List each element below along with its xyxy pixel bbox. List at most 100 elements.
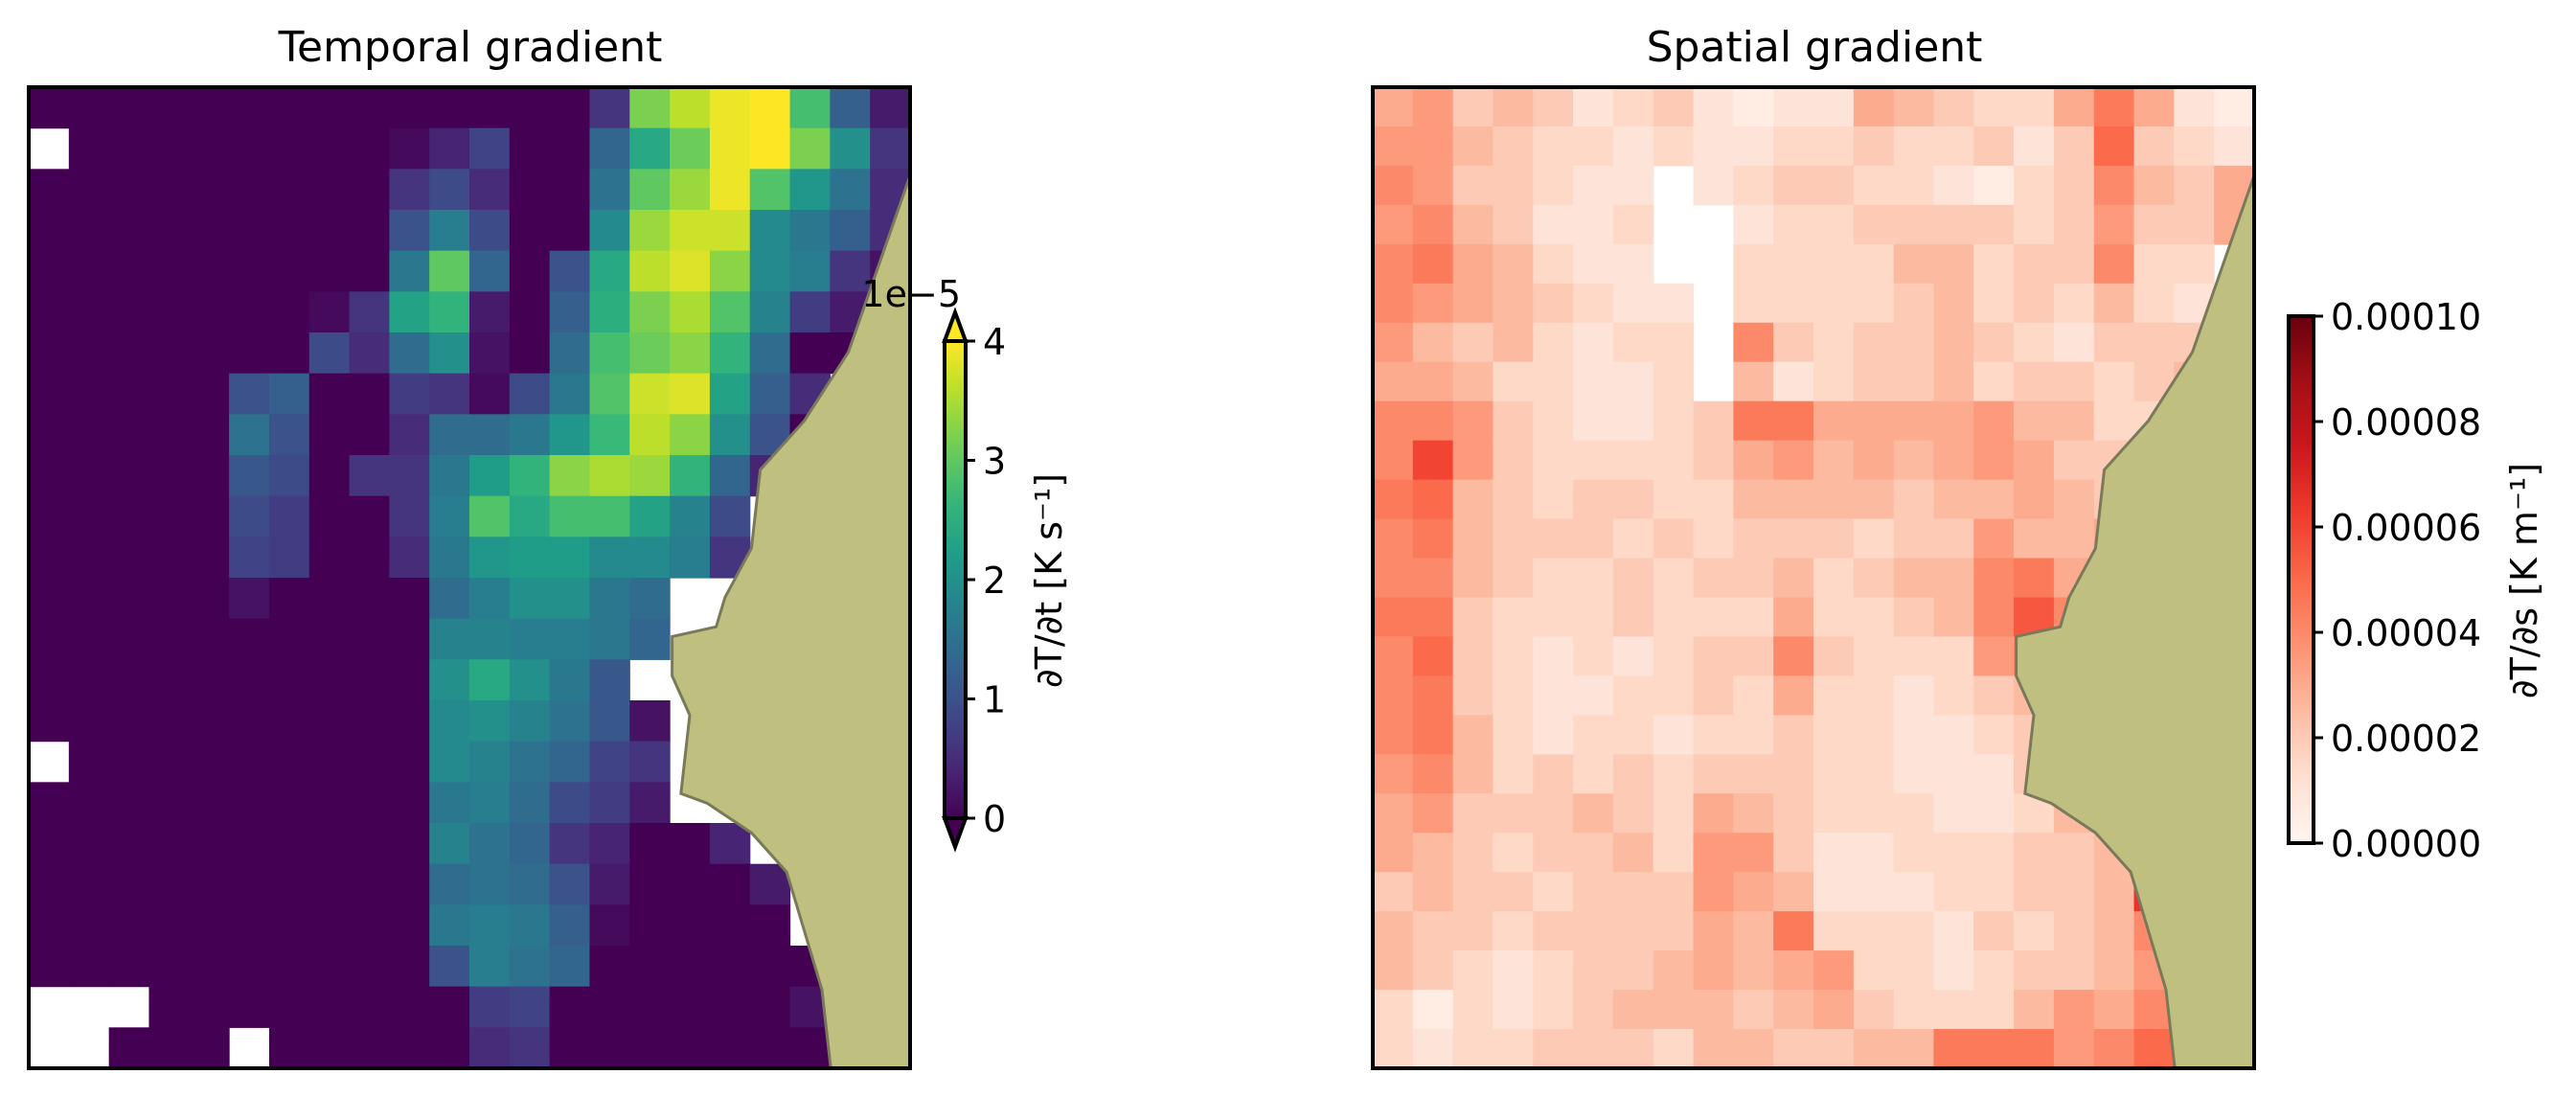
spatial-cell bbox=[1412, 872, 1454, 912]
spatial-cell bbox=[1533, 793, 1574, 834]
temporal-cell bbox=[29, 578, 70, 620]
spatial-cell bbox=[1452, 400, 1494, 442]
spatial-cell bbox=[1933, 440, 1974, 481]
temporal-cell bbox=[469, 250, 511, 292]
spatial-cell bbox=[1373, 440, 1414, 481]
temporal-colorbar-tick-label: 1 bbox=[983, 679, 1006, 721]
temporal-cell bbox=[469, 373, 511, 415]
spatial-cell bbox=[1773, 400, 1814, 442]
temporal-cell bbox=[709, 87, 751, 129]
spatial-cell bbox=[1573, 911, 1614, 951]
spatial-cell bbox=[1933, 793, 1974, 834]
temporal-cell bbox=[509, 291, 551, 333]
spatial-cell bbox=[1853, 479, 1895, 520]
temporal-cell bbox=[389, 332, 430, 375]
temporal-cell bbox=[549, 741, 591, 783]
temporal-cell bbox=[68, 863, 110, 905]
spatial-cell bbox=[2133, 243, 2175, 285]
temporal-cell bbox=[229, 700, 270, 743]
spatial-cell bbox=[1573, 833, 1614, 873]
temporal-cell bbox=[189, 537, 230, 579]
temporal-cell bbox=[349, 210, 390, 252]
spatial-cell bbox=[1373, 833, 1414, 873]
temporal-cell bbox=[108, 373, 150, 415]
temporal-cell bbox=[469, 169, 511, 211]
temporal-land bbox=[671, 87, 912, 1070]
temporal-cell bbox=[629, 373, 671, 415]
temporal-cell bbox=[189, 782, 230, 824]
temporal-cell bbox=[349, 87, 390, 129]
spatial-cell bbox=[2133, 322, 2175, 363]
temporal-cell bbox=[549, 291, 591, 333]
temporal-cell bbox=[429, 495, 470, 537]
spatial-cell bbox=[1373, 361, 1414, 402]
spatial-cell bbox=[1493, 440, 1534, 481]
temporal-cell bbox=[268, 537, 310, 579]
spatial-cell bbox=[1813, 1029, 1855, 1069]
spatial-cell bbox=[1853, 361, 1895, 402]
temporal-cell bbox=[549, 332, 591, 375]
spatial-cell bbox=[1452, 440, 1494, 481]
temporal-cell bbox=[229, 904, 270, 947]
spatial-cell bbox=[1533, 1029, 1574, 1069]
spatial-cell bbox=[1653, 87, 1695, 127]
spatial-cell bbox=[1533, 204, 1574, 245]
spatial-cell bbox=[1773, 597, 1814, 638]
spatial-cell bbox=[1533, 126, 1574, 167]
spatial-cell bbox=[2053, 126, 2095, 167]
temporal-cell bbox=[709, 127, 751, 170]
spatial-cell bbox=[1693, 479, 1734, 520]
spatial-cell bbox=[1973, 636, 2015, 676]
spatial-cell bbox=[1373, 87, 1414, 127]
spatial-cell bbox=[1933, 597, 1974, 638]
spatial-cell bbox=[1693, 597, 1734, 638]
spatial-cell bbox=[1693, 950, 1734, 991]
spatial-cell bbox=[1973, 361, 2015, 402]
spatial-cell bbox=[1853, 518, 1895, 560]
temporal-cell bbox=[108, 863, 150, 905]
spatial-cell bbox=[1973, 1029, 2015, 1069]
temporal-frame bbox=[27, 85, 912, 1070]
temporal-colorbar-max-arrow bbox=[942, 307, 969, 343]
spatial-cell bbox=[1853, 243, 1895, 285]
temporal-cell bbox=[429, 782, 470, 824]
spatial-cell bbox=[1973, 283, 2015, 324]
spatial-cell bbox=[2093, 322, 2135, 363]
temporal-cell bbox=[469, 700, 511, 743]
spatial-cell bbox=[2053, 990, 2095, 1030]
temporal-cell bbox=[349, 659, 390, 701]
temporal-cell bbox=[189, 659, 230, 701]
spatial-cell bbox=[1933, 165, 1974, 206]
temporal-cell bbox=[148, 127, 190, 170]
temporal-cell bbox=[308, 823, 351, 865]
temporal-cell bbox=[108, 741, 150, 783]
temporal-cell bbox=[68, 904, 110, 947]
spatial-cell bbox=[1573, 950, 1614, 991]
temporal-cell bbox=[108, 700, 150, 743]
spatial-cell bbox=[1373, 558, 1414, 599]
spatial-cell bbox=[1612, 440, 1654, 481]
temporal-cell bbox=[670, 904, 711, 947]
spatial-cell bbox=[1493, 793, 1534, 834]
spatial-cell bbox=[1973, 479, 2015, 520]
spatial-cell bbox=[2014, 872, 2055, 912]
spatial-cell bbox=[1533, 479, 1574, 520]
spatial-cell bbox=[1452, 715, 1494, 755]
spatial-cell bbox=[1373, 322, 1414, 363]
spatial-cell bbox=[1733, 950, 1774, 991]
spatial-title: Spatial gradient bbox=[1647, 23, 1983, 72]
temporal-cell bbox=[148, 659, 190, 701]
spatial-land bbox=[2015, 87, 2256, 1070]
temporal-cell bbox=[189, 455, 230, 497]
temporal-cell bbox=[469, 414, 511, 456]
temporal-cell bbox=[589, 127, 630, 170]
spatial-cell bbox=[1733, 754, 1774, 794]
spatial-cell bbox=[1452, 1029, 1494, 1069]
temporal-cell bbox=[589, 782, 630, 824]
temporal-cell bbox=[389, 700, 430, 743]
temporal-cell bbox=[469, 1027, 511, 1069]
spatial-cell bbox=[1773, 518, 1814, 560]
spatial-cell bbox=[1973, 400, 2015, 442]
temporal-cell bbox=[429, 578, 470, 620]
spatial-cell bbox=[1893, 400, 1935, 442]
